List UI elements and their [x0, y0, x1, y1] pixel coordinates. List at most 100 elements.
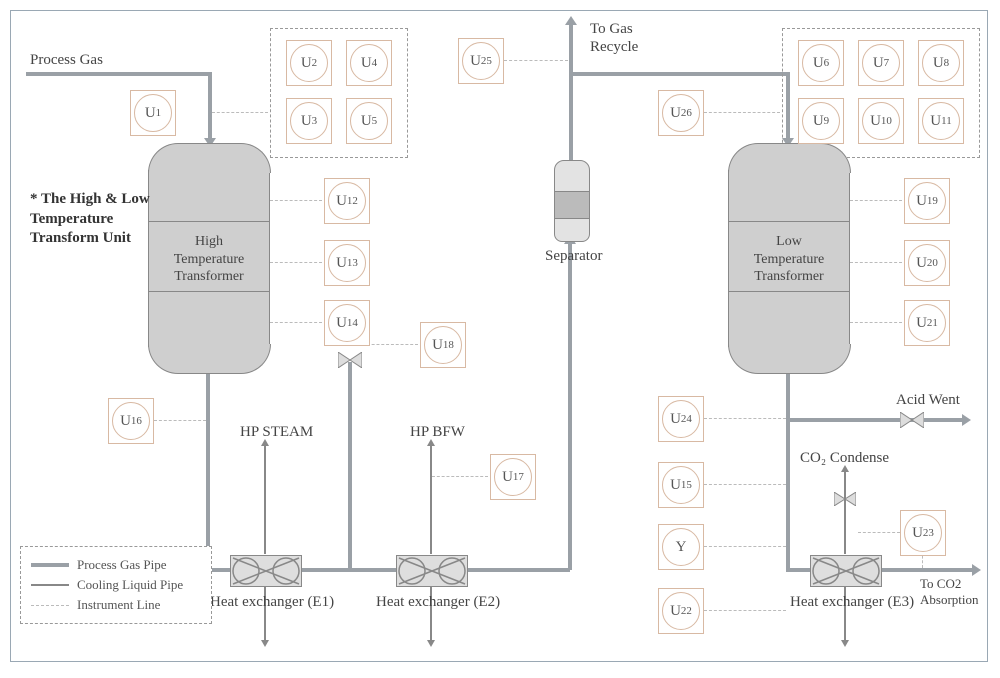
u-tag-label: U2: [290, 44, 328, 82]
u-tag-u14: U14: [324, 300, 370, 346]
pipe-inlet-h: [26, 72, 212, 76]
u-tag-u6: U6: [798, 40, 844, 86]
instr-y: [704, 546, 786, 547]
heat-exchanger-e3: [810, 555, 882, 587]
e2-bfw-out: [430, 446, 432, 554]
u-tag-label: U20: [908, 244, 946, 282]
instr-u18: [362, 344, 418, 345]
valve-branch: [338, 352, 362, 368]
instr-lt-u21: [850, 322, 902, 323]
legend-dash-label: Instrument Line: [77, 597, 160, 613]
u-tag-u7: U7: [858, 40, 904, 86]
u-tag-label: U21: [908, 304, 946, 342]
u-tag-y: Y: [658, 524, 704, 570]
u-tag-u15: U15: [658, 462, 704, 508]
instr-u16: [154, 420, 206, 421]
legend-thick: Process Gas Pipe: [31, 557, 201, 573]
pipe-lt-down2: [786, 420, 790, 570]
u-tag-u12: U12: [324, 178, 370, 224]
u-tag-u20: U20: [904, 240, 950, 286]
u-tag-u22: U22: [658, 588, 704, 634]
u-tag-u26: U26: [658, 90, 704, 136]
u-tag-label: U24: [662, 400, 700, 438]
legend-dash: Instrument Line: [31, 597, 201, 613]
instr-lt-u20: [850, 262, 902, 263]
u-tag-u24: U24: [658, 396, 704, 442]
u-tag-label: U18: [424, 326, 462, 364]
legend-thin-label: Cooling Liquid Pipe: [77, 577, 183, 593]
pipe-e2-out-h: [466, 568, 570, 572]
pipe-acid-went: [786, 418, 962, 422]
u-tag-u10: U10: [858, 98, 904, 144]
pipe-ht-down: [206, 373, 210, 570]
pipe-sep-to-lt-h: [573, 72, 786, 76]
u-tag-label: U4: [350, 44, 388, 82]
u-tag-label: U6: [802, 44, 840, 82]
instr-u1-to-group: [212, 112, 268, 113]
u-tag-label: U19: [908, 182, 946, 220]
pipe-to-co2abs: [880, 568, 972, 572]
u-tag-u5: U5: [346, 98, 392, 144]
u-tag-label: U26: [662, 94, 700, 132]
lt-transformer-vessel: LowTemperatureTransformer: [728, 170, 850, 347]
u-tag-u17: U17: [490, 454, 536, 500]
instr-u17: [432, 476, 488, 477]
unit-title: * The High & LowTemperatureTransform Uni…: [30, 190, 180, 249]
pipe-branch-up: [348, 362, 352, 570]
u-tag-label: U17: [494, 458, 532, 496]
u-tag-label: U3: [290, 102, 328, 140]
u-tag-u18: U18: [420, 322, 466, 368]
u-tag-label: U23: [904, 514, 942, 552]
u-tag-u3: U3: [286, 98, 332, 144]
u-tag-label: U13: [328, 244, 366, 282]
u-tag-label: U9: [802, 102, 840, 140]
instr-u23-h: [858, 532, 900, 533]
pipe-inlet-v: [208, 72, 212, 138]
acid-went-label: Acid Went: [896, 392, 960, 409]
u-tag-u16: U16: [108, 398, 154, 444]
u-tag-u8: U8: [918, 40, 964, 86]
e2-label: Heat exchanger (E2): [376, 594, 500, 611]
instr-ht-u14: [270, 322, 322, 323]
instr-u25: [504, 60, 568, 61]
instr-lt-u19: [850, 200, 902, 201]
legend-thin: Cooling Liquid Pipe: [31, 577, 201, 593]
u-tag-label: U10: [862, 102, 900, 140]
u-tag-label: U1: [134, 94, 172, 132]
u-tag-label: U7: [862, 44, 900, 82]
u-tag-label: Y: [662, 528, 700, 566]
pipe-to-separator: [568, 244, 572, 570]
u-tag-label: U12: [328, 182, 366, 220]
u-tag-label: U15: [662, 466, 700, 504]
instr-u15: [704, 484, 786, 485]
u-tag-u13: U13: [324, 240, 370, 286]
e3-label: Heat exchanger (E3): [790, 594, 914, 611]
to-gas-recycle-label: To GasRecycle: [590, 20, 638, 56]
hp-steam-label: HP STEAM: [240, 424, 313, 441]
valve-acid: [900, 412, 924, 428]
u-tag-u9: U9: [798, 98, 844, 144]
pipe-to-e3: [786, 568, 812, 572]
instr-u22: [704, 610, 786, 611]
e3-cond-out: [844, 472, 846, 554]
heat-exchanger-e2: [396, 555, 468, 587]
u-tag-label: U5: [350, 102, 388, 140]
instr-u26-to-group: [704, 112, 780, 113]
separator-label: Separator: [545, 248, 602, 265]
instr-ht-u13: [270, 262, 322, 263]
pipe-to-recycle: [569, 25, 573, 160]
u-tag-label: U25: [462, 42, 500, 80]
heat-exchanger-e1: [230, 555, 302, 587]
instr-u24: [704, 418, 786, 419]
hp-bfw-label: HP BFW: [410, 424, 465, 441]
pipe-lt-down1: [786, 373, 790, 420]
u-tag-label: U8: [922, 44, 960, 82]
separator-vessel: [554, 160, 590, 242]
e1-steam-out: [264, 446, 266, 554]
u-tag-u2: U2: [286, 40, 332, 86]
u-tag-u11: U11: [918, 98, 964, 144]
u-tag-u4: U4: [346, 40, 392, 86]
valve-co2cond: [834, 492, 856, 506]
process-gas-label: Process Gas: [30, 52, 103, 69]
u-tag-u19: U19: [904, 178, 950, 224]
